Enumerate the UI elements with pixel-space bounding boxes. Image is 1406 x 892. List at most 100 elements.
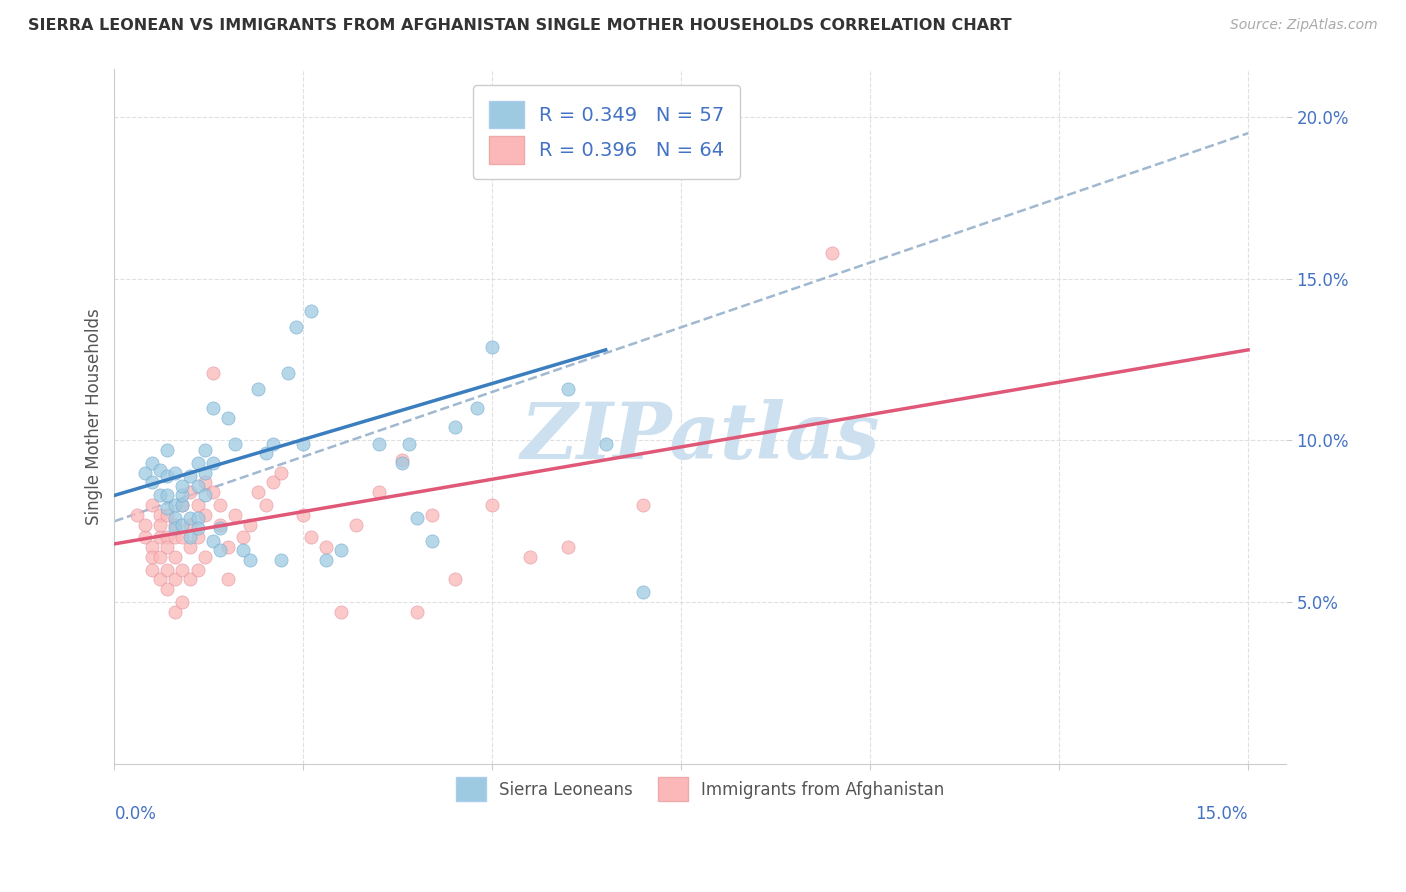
- Text: 0.0%: 0.0%: [114, 805, 156, 823]
- Point: [141, 498, 163, 512]
- Y-axis label: Single Mother Households: Single Mother Households: [86, 308, 103, 524]
- Point: [172, 517, 194, 532]
- Point: [194, 549, 217, 564]
- Point: [201, 533, 224, 548]
- Text: SIERRA LEONEAN VS IMMIGRANTS FROM AFGHANISTAN SINGLE MOTHER HOUSEHOLDS CORRELATI: SIERRA LEONEAN VS IMMIGRANTS FROM AFGHAN…: [28, 18, 1012, 33]
- Point: [262, 436, 284, 450]
- Point: [156, 508, 179, 522]
- Point: [398, 436, 420, 450]
- Point: [262, 475, 284, 490]
- Point: [179, 469, 201, 483]
- Point: [201, 366, 224, 380]
- Point: [330, 605, 353, 619]
- Point: [209, 543, 232, 558]
- Point: [187, 521, 209, 535]
- Point: [209, 498, 232, 512]
- Point: [172, 563, 194, 577]
- Point: [194, 508, 217, 522]
- Point: [239, 517, 262, 532]
- Point: [156, 531, 179, 545]
- Point: [201, 485, 224, 500]
- Point: [391, 452, 413, 467]
- Point: [391, 456, 413, 470]
- Point: [519, 549, 541, 564]
- Point: [557, 540, 579, 554]
- Point: [163, 511, 186, 525]
- Point: [179, 573, 201, 587]
- Text: 15.0%: 15.0%: [1195, 805, 1249, 823]
- Point: [163, 549, 186, 564]
- Point: [134, 466, 156, 480]
- Legend: Sierra Leoneans, Immigrants from Afghanistan: Sierra Leoneans, Immigrants from Afghani…: [449, 771, 950, 807]
- Point: [405, 511, 427, 525]
- Point: [179, 540, 201, 554]
- Point: [277, 366, 299, 380]
- Point: [247, 485, 270, 500]
- Point: [149, 488, 172, 502]
- Point: [443, 420, 465, 434]
- Point: [172, 479, 194, 493]
- Point: [201, 401, 224, 415]
- Point: [163, 498, 186, 512]
- Point: [141, 456, 163, 470]
- Point: [315, 553, 337, 567]
- Point: [156, 563, 179, 577]
- Point: [141, 549, 163, 564]
- Point: [209, 521, 232, 535]
- Point: [149, 508, 172, 522]
- Point: [149, 517, 172, 532]
- Point: [254, 498, 277, 512]
- Point: [201, 456, 224, 470]
- Point: [163, 466, 186, 480]
- Point: [232, 531, 254, 545]
- Point: [247, 382, 270, 396]
- Point: [368, 436, 391, 450]
- Point: [405, 605, 427, 619]
- Point: [368, 485, 391, 500]
- Point: [163, 531, 186, 545]
- Point: [292, 508, 315, 522]
- Text: Source: ZipAtlas.com: Source: ZipAtlas.com: [1230, 18, 1378, 32]
- Point: [194, 443, 217, 458]
- Point: [187, 479, 209, 493]
- Point: [633, 498, 655, 512]
- Point: [443, 573, 465, 587]
- Point: [134, 517, 156, 532]
- Point: [172, 498, 194, 512]
- Point: [163, 521, 186, 535]
- Point: [141, 475, 163, 490]
- Point: [330, 543, 353, 558]
- Text: ZIPatlas: ZIPatlas: [520, 399, 880, 475]
- Point: [172, 498, 194, 512]
- Point: [217, 410, 239, 425]
- Point: [149, 549, 172, 564]
- Point: [481, 340, 503, 354]
- Point: [270, 553, 292, 567]
- Point: [209, 517, 232, 532]
- Point: [141, 563, 163, 577]
- Point: [292, 436, 315, 450]
- Point: [149, 531, 172, 545]
- Point: [217, 573, 239, 587]
- Point: [149, 462, 172, 476]
- Point: [187, 531, 209, 545]
- Point: [420, 533, 443, 548]
- Point: [156, 469, 179, 483]
- Point: [194, 488, 217, 502]
- Point: [557, 382, 579, 396]
- Point: [465, 401, 488, 415]
- Point: [481, 498, 503, 512]
- Point: [270, 466, 292, 480]
- Point: [217, 540, 239, 554]
- Point: [821, 245, 844, 260]
- Point: [224, 508, 246, 522]
- Point: [179, 531, 201, 545]
- Point: [194, 475, 217, 490]
- Point: [344, 517, 367, 532]
- Point: [194, 466, 217, 480]
- Point: [420, 508, 443, 522]
- Point: [127, 508, 149, 522]
- Point: [156, 501, 179, 516]
- Point: [134, 531, 156, 545]
- Point: [254, 446, 277, 460]
